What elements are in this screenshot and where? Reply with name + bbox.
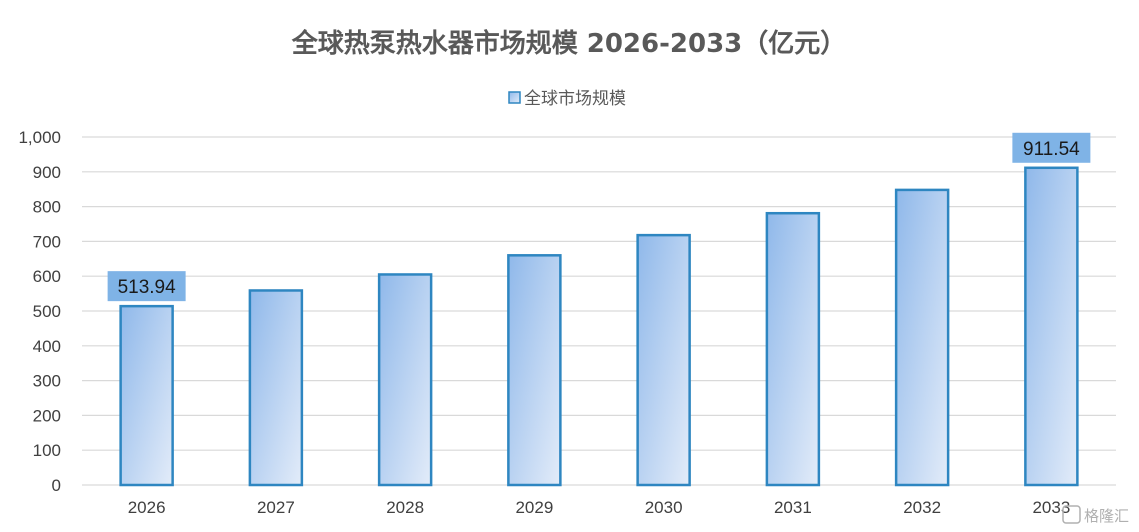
legend-label: 全球市场规模 <box>524 89 626 109</box>
x-tick-label: 2030 <box>645 498 683 517</box>
data-label-box <box>1012 132 1091 163</box>
chart-title: 全球热泵热水器市场规模 2026-2033（亿元） <box>291 28 847 59</box>
x-tick-label: 2026 <box>128 498 166 517</box>
y-tick-label: 900 <box>33 163 61 182</box>
y-tick-label: 500 <box>33 302 61 321</box>
data-labels: 513.94 911.54 <box>107 132 1091 302</box>
y-tick-label: 200 <box>33 406 61 425</box>
bar-2029 <box>507 254 562 487</box>
data-label-box <box>107 271 186 302</box>
legend: 全球市场规模 <box>508 89 626 109</box>
bar-2031 <box>765 211 821 487</box>
bar-2033 <box>1024 166 1079 487</box>
data-label-2033: 911.54 <box>1012 132 1091 163</box>
legend-swatch <box>508 91 521 104</box>
watermark-text: 格隆汇 <box>1084 507 1129 525</box>
bars <box>119 166 1079 487</box>
x-tick-label: 2033 <box>1032 498 1070 517</box>
x-tick-label: 2031 <box>774 498 812 517</box>
y-tick-label: 300 <box>33 372 61 391</box>
data-label-2026: 513.94 <box>107 271 186 302</box>
glh-logo-icon <box>1062 505 1081 524</box>
gridlines <box>82 136 1116 486</box>
bar-2027 <box>248 289 304 487</box>
bar-2032 <box>894 188 950 487</box>
watermark: 格隆汇 <box>1062 505 1129 525</box>
bar-2030 <box>636 233 691 487</box>
x-tick-label: 2028 <box>386 498 424 517</box>
y-tick-label: 400 <box>33 337 61 356</box>
data-label-text: 911.54 <box>1023 139 1080 160</box>
y-tick-label: 0 <box>52 476 61 495</box>
y-tick-label: 700 <box>33 232 61 251</box>
x-tick-label: 2029 <box>515 498 553 517</box>
bar-2028 <box>377 273 433 487</box>
x-tick-label: 2027 <box>257 498 295 517</box>
y-tick-label: 1,000 <box>18 128 61 147</box>
data-label-text: 513.94 <box>118 277 177 298</box>
y-tick-label: 100 <box>33 441 61 460</box>
x-axis: 2026 2027 2028 2029 2030 2031 2032 2033 <box>128 498 1071 517</box>
x-tick-label: 2032 <box>903 498 941 517</box>
y-tick-label: 800 <box>33 198 61 217</box>
y-tick-label: 600 <box>33 267 61 286</box>
bar-2026 <box>119 304 174 487</box>
y-axis: 0 100 200 300 400 500 600 700 800 900 1,000 <box>18 128 61 495</box>
